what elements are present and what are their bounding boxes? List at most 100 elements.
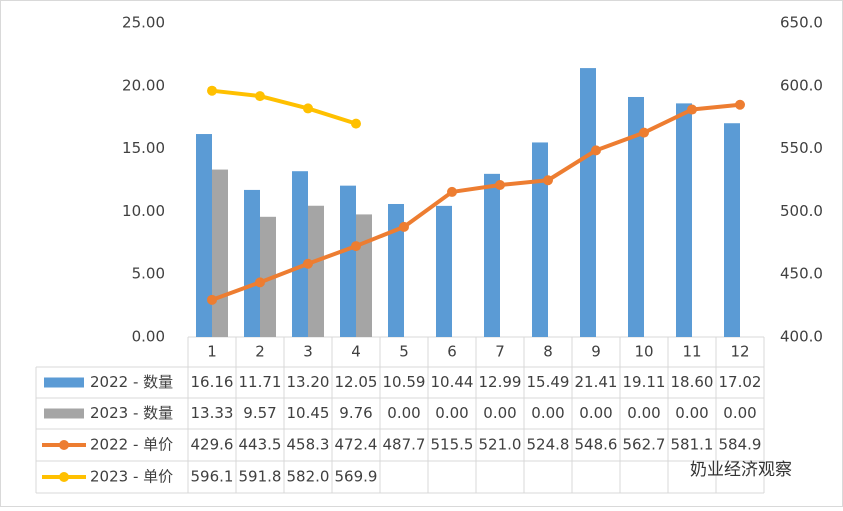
- x-tick-label: 6: [447, 343, 457, 361]
- bar: [292, 171, 308, 337]
- table-value: 13.20: [287, 373, 330, 391]
- table-value: 582.0: [287, 468, 330, 486]
- table-value: 524.8: [527, 436, 570, 454]
- table-value: 0.00: [387, 404, 420, 422]
- line-marker: [351, 118, 361, 129]
- bar: [260, 216, 276, 337]
- table-value: 0.00: [723, 404, 756, 422]
- x-tick-label: 3: [303, 343, 313, 361]
- bar: [340, 185, 356, 337]
- x-tick-label: 8: [543, 343, 553, 361]
- y-tick-label: 10.00: [122, 202, 165, 220]
- y2-tick-label: 400.0: [780, 328, 823, 346]
- bar: [532, 142, 548, 337]
- y-tick-label: 5.00: [132, 265, 165, 283]
- x-tick-label: 10: [634, 343, 653, 361]
- x-tick-label: 4: [351, 343, 361, 361]
- bar: [724, 123, 740, 338]
- bar: [212, 169, 228, 337]
- table-value: 9.57: [243, 404, 276, 422]
- table-value: 429.6: [191, 436, 234, 454]
- table-value: 472.4: [335, 436, 378, 454]
- y-tick-label: 15.00: [122, 139, 165, 157]
- table-value: 581.1: [671, 436, 714, 454]
- table-value: 10.44: [431, 373, 474, 391]
- table-value: 458.3: [287, 436, 330, 454]
- bar: [628, 96, 644, 338]
- table-value: 562.7: [623, 436, 666, 454]
- table-value: 596.1: [191, 468, 234, 486]
- table-value: 19.11: [623, 373, 666, 391]
- table-value: 443.5: [239, 436, 282, 454]
- y2-tick-label: 500.0: [780, 202, 823, 220]
- table-value: 521.0: [479, 436, 522, 454]
- line-marker: [255, 91, 265, 102]
- legend-label: 2023 - 单价: [90, 468, 173, 486]
- y-tick-label: 0.00: [132, 328, 165, 346]
- table-value: 0.00: [579, 404, 612, 422]
- table-value: 12.05: [335, 373, 378, 391]
- table-value: 13.33: [191, 404, 234, 422]
- x-tick-label: 1: [207, 343, 217, 361]
- table-value: 10.59: [383, 373, 426, 391]
- table-value: 18.60: [671, 373, 714, 391]
- bar: [196, 134, 212, 337]
- x-tick-label: 12: [730, 343, 749, 361]
- line-marker: [255, 277, 265, 288]
- bar: [580, 68, 596, 338]
- table-value: 21.41: [575, 373, 618, 391]
- table-value: 591.8: [239, 468, 282, 486]
- line: [211, 88, 357, 126]
- legend-label: 2023 - 数量: [90, 404, 173, 422]
- y2-tick-label: 650.0: [780, 14, 823, 32]
- x-tick-label: 7: [495, 343, 505, 361]
- line-marker: [447, 186, 457, 197]
- legend-swatch: [44, 408, 84, 419]
- table-value: 515.5: [431, 436, 474, 454]
- table-value: 0.00: [483, 404, 516, 422]
- table-value: 487.7: [383, 436, 426, 454]
- line-marker: [207, 294, 217, 305]
- line-marker: [639, 127, 649, 138]
- y2-tick-label: 450.0: [780, 265, 823, 283]
- legend-swatch: [59, 440, 69, 450]
- table-value: 0.00: [627, 404, 660, 422]
- bar: [244, 189, 260, 337]
- table-value: 11.71: [239, 373, 282, 391]
- y2-tick-label: 550.0: [780, 139, 823, 157]
- table-value: 10.45: [287, 404, 330, 422]
- bar: [308, 205, 324, 337]
- watermark: 奶业经济观察: [690, 460, 792, 480]
- legend-label: 2022 - 数量: [90, 373, 173, 391]
- table-value: 584.9: [719, 436, 762, 454]
- line-marker: [351, 241, 361, 252]
- y2-tick-label: 600.0: [780, 76, 823, 94]
- x-tick-label: 2: [255, 343, 265, 361]
- legend-label: 2022 - 单价: [90, 436, 173, 454]
- y-tick-label: 20.00: [122, 76, 165, 94]
- legend-swatch: [59, 472, 69, 482]
- line-marker: [303, 258, 313, 269]
- table-value: 548.6: [575, 436, 618, 454]
- table-value: 9.76: [339, 404, 372, 422]
- y-tick-label: 25.00: [122, 14, 165, 32]
- table-value: 12.99: [479, 373, 522, 391]
- table-value: 17.02: [719, 373, 762, 391]
- bar: [388, 203, 404, 337]
- table-value: 15.49: [527, 373, 570, 391]
- table-value: 16.16: [191, 373, 234, 391]
- x-tick-label: 9: [591, 343, 601, 361]
- table-value: 0.00: [531, 404, 564, 422]
- table-value: 0.00: [435, 404, 468, 422]
- line-marker: [207, 85, 217, 96]
- bar: [436, 205, 452, 337]
- x-tick-label: 5: [399, 343, 409, 361]
- x-tick-label: 11: [682, 343, 701, 361]
- line-marker: [543, 175, 553, 186]
- table-value: 569.9: [335, 468, 378, 486]
- line-marker: [687, 104, 697, 115]
- line-marker: [495, 180, 505, 191]
- table-value: 0.00: [675, 404, 708, 422]
